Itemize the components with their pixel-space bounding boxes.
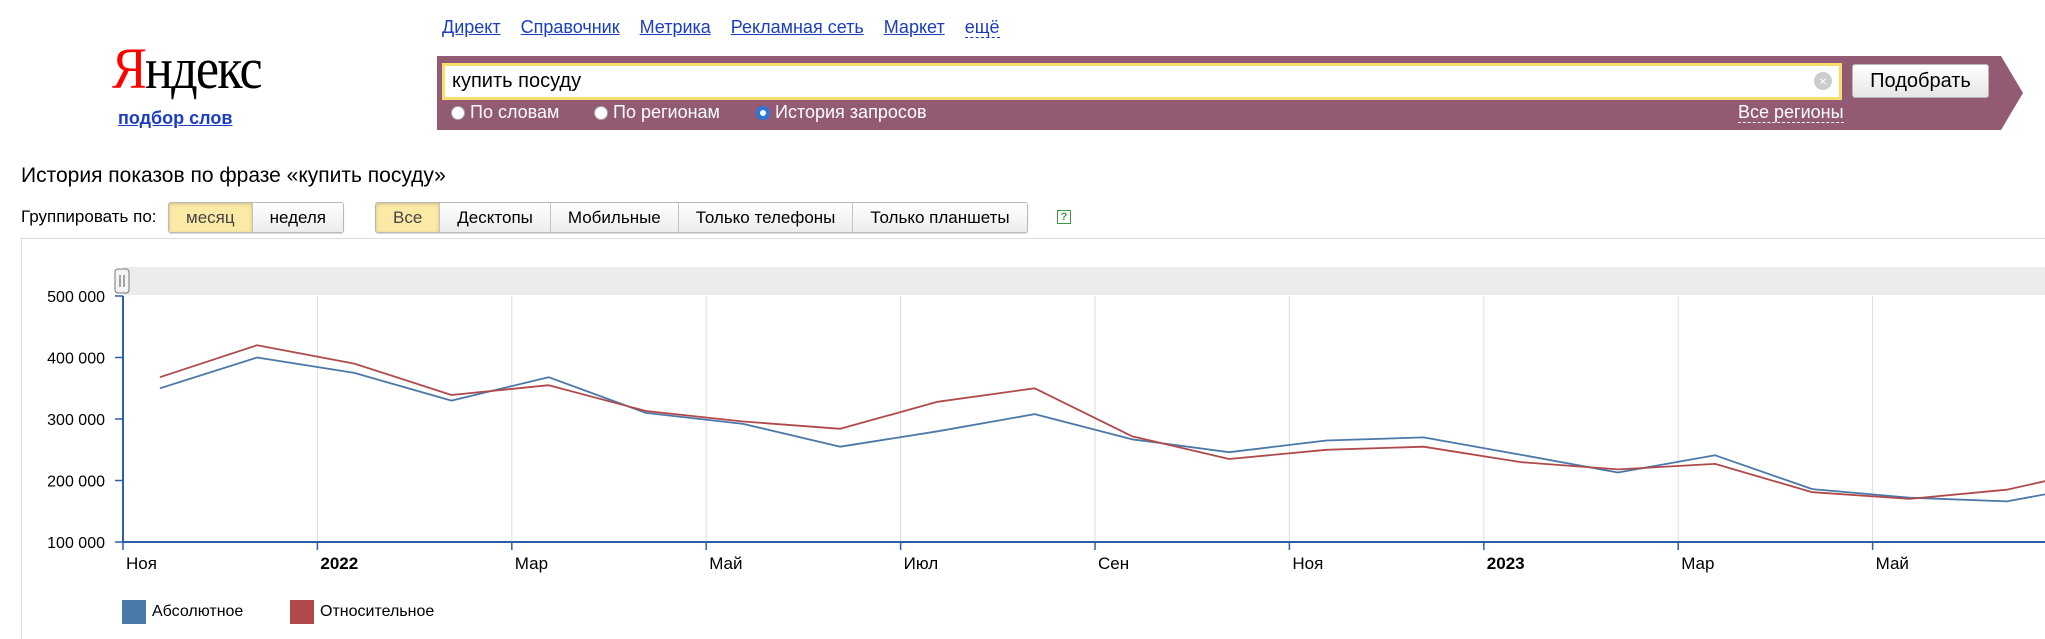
all-regions-link[interactable]: Все регионы	[1738, 102, 1844, 123]
x-tick-label: Май	[1876, 554, 1909, 573]
service-link-spravochnik[interactable]: Справочник	[520, 17, 620, 37]
radio-icon	[594, 105, 608, 120]
mode-radio-regions[interactable]: По регионам	[594, 102, 720, 123]
page-title: История показов по фразе «купить посуду»	[21, 164, 446, 187]
y-tick-label: 100 000	[47, 535, 105, 552]
legend-label-absolute: Абсолютное	[152, 603, 244, 620]
services-nav: Директ Справочник Метрика Рекламная сеть…	[442, 17, 1020, 38]
mode-radio-history[interactable]: История запросов	[756, 102, 927, 123]
device-tablets-button[interactable]: Только планшеты	[852, 203, 1027, 232]
clear-icon[interactable]: ×	[1814, 72, 1832, 90]
mode-radio-label: История запросов	[775, 102, 927, 122]
device-mobile-button[interactable]: Мобильные	[549, 203, 678, 232]
device-filter: Все Десктопы Мобильные Только телефоны Т…	[375, 202, 1028, 233]
x-tick-label: Ноя	[126, 554, 157, 573]
series-line-absolute	[159, 356, 2045, 503]
device-all-button[interactable]: Все	[376, 203, 440, 232]
radio-selected-icon	[756, 105, 770, 120]
mode-radio-label: По словам	[470, 102, 560, 122]
x-tick-label: Мар	[1681, 554, 1714, 573]
y-tick-label: 400 000	[47, 351, 105, 368]
y-tick-label: 500 000	[47, 289, 105, 306]
grouping-label: Группировать по:	[21, 207, 157, 226]
search-input[interactable]	[442, 63, 1842, 100]
y-tick-label: 200 000	[47, 474, 105, 491]
legend-swatch-absolute	[122, 600, 146, 624]
grouping-week-button[interactable]: неделя	[251, 203, 343, 232]
grouping-month-button[interactable]: месяц	[169, 203, 252, 232]
radio-icon	[451, 105, 465, 120]
series-line-relative	[159, 344, 2045, 500]
mode-radio-words[interactable]: По словам	[451, 102, 559, 123]
y-tick-label: 300 000	[47, 412, 105, 429]
chart-frame	[21, 238, 2045, 639]
device-phones-button[interactable]: Только телефоны	[677, 203, 853, 232]
legend-item-absolute[interactable]: Абсолютное	[122, 600, 243, 624]
x-tick-label: Ноя	[1292, 554, 1323, 573]
navigator-handle-icon[interactable]	[114, 268, 130, 294]
more-services-link[interactable]: ещё	[964, 17, 1000, 38]
x-tick-label: Сен	[1098, 554, 1129, 573]
submit-button[interactable]: Подобрать	[1852, 64, 1989, 98]
wordstat-link[interactable]: подбор слов	[118, 108, 233, 128]
service-link-metrika[interactable]: Метрика	[639, 17, 711, 37]
mode-radio-label: По регионам	[613, 102, 720, 122]
grouping-toggle: месяц неделя	[168, 202, 344, 233]
logo-rest-text: ндекс	[145, 36, 263, 101]
yandex-logo[interactable]: Яндекс	[112, 40, 263, 98]
service-link-ad-network[interactable]: Рекламная сеть	[730, 17, 864, 37]
help-icon[interactable]: ?	[1057, 210, 1071, 224]
device-desktop-button[interactable]: Десктопы	[439, 203, 550, 232]
service-link-market[interactable]: Маркет	[883, 17, 945, 37]
x-tick-label: Мар	[515, 554, 548, 573]
x-tick-label: Май	[709, 554, 742, 573]
legend-label-relative: Относительное	[320, 603, 435, 620]
x-tick-label: 2022	[320, 554, 358, 573]
legend-swatch-relative	[290, 600, 314, 624]
logo-first-letter: Я	[112, 36, 147, 101]
x-tick-label: Июл	[904, 554, 939, 573]
x-tick-label: 2023	[1487, 554, 1525, 573]
navigator-strip	[123, 267, 2045, 295]
service-link-direct[interactable]: Директ	[442, 17, 501, 37]
legend-item-relative[interactable]: Относительное	[290, 600, 434, 624]
